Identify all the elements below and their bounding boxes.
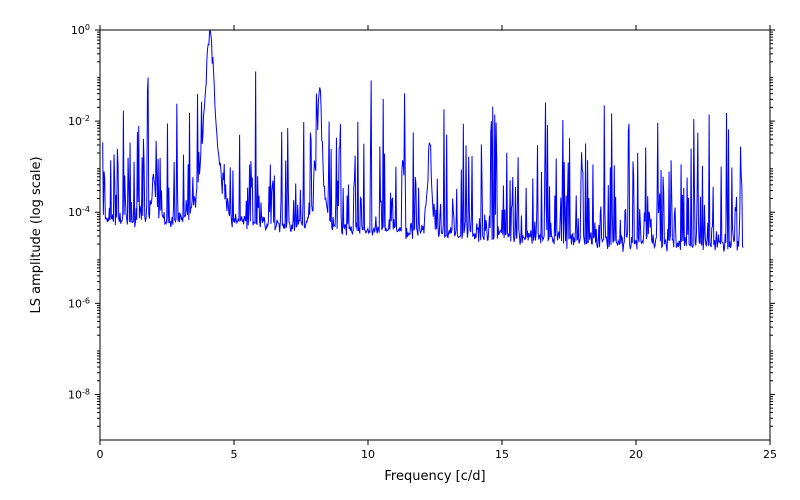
x-tick-label: 0 <box>97 448 104 461</box>
spectrum-line <box>103 30 744 252</box>
x-axis-label: Frequency [c/d] <box>384 469 485 484</box>
y-tick-label: 100 <box>71 23 90 38</box>
y-tick-label: 10-2 <box>68 114 90 129</box>
x-tick-label: 20 <box>629 448 643 461</box>
y-axis-label: LS amplitude (log scale) <box>29 156 44 313</box>
x-tick-label: 15 <box>495 448 509 461</box>
y-tick-label: 10-8 <box>68 387 90 402</box>
x-tick-label: 10 <box>361 448 375 461</box>
x-tick-label: 5 <box>231 448 238 461</box>
periodogram-chart: 0 5 10 15 20 25 Frequency [c/d] 10-8 10-6 10-4 10-… <box>0 0 800 500</box>
x-tick-label: 25 <box>763 448 777 461</box>
y-tick-label: 10-4 <box>68 205 90 220</box>
chart-svg: 0 5 10 15 20 25 Frequency [c/d] 10-8 10-6 10-4 10-… <box>0 0 800 500</box>
y-tick-label: 10-6 <box>68 296 90 311</box>
